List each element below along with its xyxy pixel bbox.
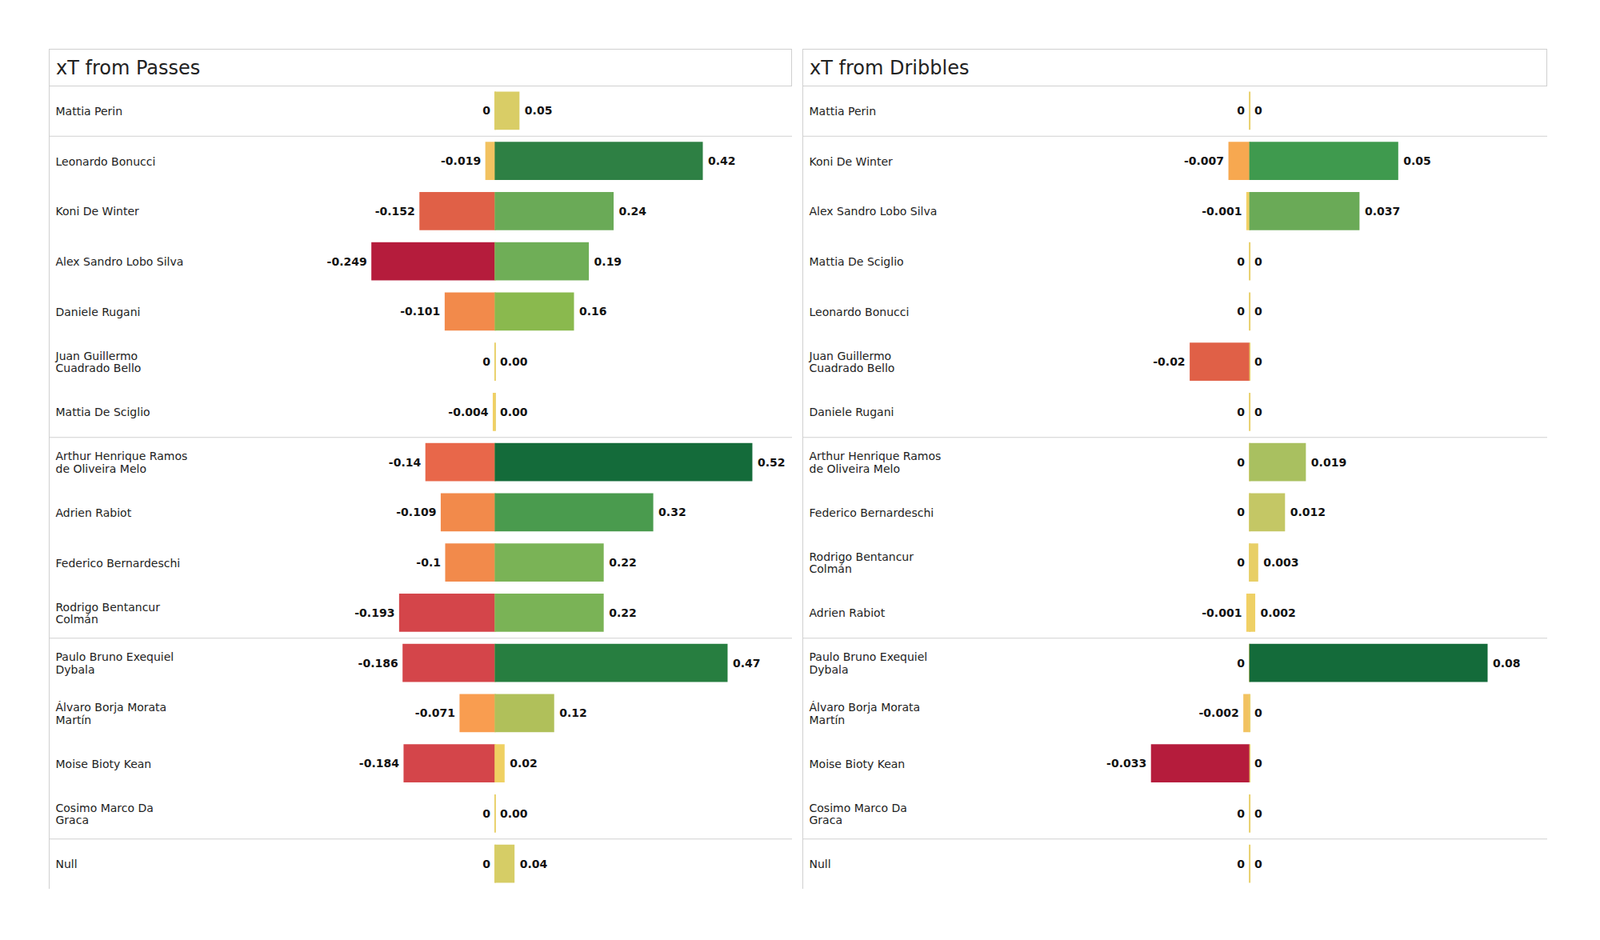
svg-text:-0.186: -0.186 (358, 656, 399, 670)
svg-text:Leonardo Bonucci: Leonardo Bonucci (56, 155, 156, 168)
svg-text:Koni De Winter: Koni De Winter (809, 155, 894, 168)
svg-text:Moise Bioty Kean: Moise Bioty Kean (809, 757, 906, 771)
svg-text:Rodrigo BentancurColmán: Rodrigo BentancurColmán (809, 550, 915, 576)
svg-text:Paulo Bruno ExequielDybala: Paulo Bruno ExequielDybala (56, 650, 175, 676)
svg-text:0.012: 0.012 (1290, 505, 1326, 519)
svg-text:Moise Bioty Kean: Moise Bioty Kean (56, 757, 152, 771)
svg-text:-0.193: -0.193 (354, 606, 395, 620)
svg-text:0.00: 0.00 (500, 355, 528, 368)
svg-text:0.47: 0.47 (732, 656, 761, 670)
svg-text:0.52: 0.52 (757, 456, 786, 469)
svg-text:0.00: 0.00 (500, 405, 528, 419)
svg-text:-0.14: -0.14 (388, 456, 422, 469)
html-text:xT from Passes: xT from Passes (56, 56, 201, 80)
svg-text:0: 0 (1236, 405, 1245, 419)
svg-text:-0.007: -0.007 (1184, 154, 1224, 168)
svg-text:0.22: 0.22 (608, 606, 637, 620)
svg-text:0.04: 0.04 (520, 857, 548, 871)
svg-text:Daniele Rugani: Daniele Rugani (56, 305, 141, 319)
svg-text:0.05: 0.05 (524, 104, 553, 117)
svg-text:0: 0 (1236, 255, 1245, 268)
svg-text:Koni De Winter: Koni De Winter (56, 204, 140, 218)
svg-text:Adrien Rabiot: Adrien Rabiot (809, 606, 886, 620)
svg-text:0: 0 (1254, 405, 1263, 419)
svg-text:0.16: 0.16 (579, 304, 608, 318)
svg-text:0: 0 (1236, 456, 1245, 469)
svg-text:-0.152: -0.152 (375, 204, 416, 218)
svg-text:Mattia Perin: Mattia Perin (56, 104, 124, 118)
svg-text:-0.02: -0.02 (1152, 355, 1185, 368)
svg-text:0.08: 0.08 (1492, 656, 1521, 670)
svg-text:Federico Bernardeschi: Federico Bernardeschi (809, 506, 935, 520)
svg-text:Alex Sandro Lobo Silva: Alex Sandro Lobo Silva (56, 255, 184, 268)
svg-text:0: 0 (1254, 104, 1263, 117)
svg-text:Cosimo Marco DaGraca: Cosimo Marco DaGraca (809, 801, 908, 827)
svg-text:-0.001: -0.001 (1201, 606, 1242, 620)
svg-text:0: 0 (1254, 706, 1263, 720)
svg-text:0: 0 (1254, 807, 1263, 820)
svg-text:Leonardo Bonucci: Leonardo Bonucci (809, 305, 910, 319)
svg-text:Rodrigo BentancurColmán: Rodrigo BentancurColmán (56, 600, 161, 626)
svg-text:0.19: 0.19 (594, 255, 623, 268)
svg-text:Arthur Henrique Ramosde Olivei: Arthur Henrique Ramosde Oliveira Melo (56, 449, 188, 475)
svg-text:0.05: 0.05 (1403, 154, 1432, 168)
svg-text:-0.101: -0.101 (400, 304, 440, 318)
svg-text:0: 0 (1254, 355, 1263, 368)
svg-text:Mattia De Sciglio: Mattia De Sciglio (56, 405, 151, 419)
svg-text:-0.004: -0.004 (448, 405, 488, 419)
svg-text:0.12: 0.12 (559, 706, 588, 720)
svg-text:-0.1: -0.1 (416, 556, 441, 569)
svg-text:Cosimo Marco DaGraca: Cosimo Marco DaGraca (56, 801, 154, 827)
svg-text:0: 0 (482, 807, 491, 820)
svg-text:0: 0 (1254, 756, 1263, 770)
svg-text:-0.033: -0.033 (1106, 756, 1147, 770)
svg-text:0.42: 0.42 (708, 154, 736, 168)
svg-text:Mattia Perin: Mattia Perin (809, 104, 877, 118)
svg-text:0: 0 (1254, 255, 1263, 268)
svg-text:Mattia De Sciglio: Mattia De Sciglio (809, 255, 904, 268)
svg-text:Null: Null (809, 857, 832, 871)
svg-text:Federico Bernardeschi: Federico Bernardeschi (56, 556, 181, 570)
svg-text:0.32: 0.32 (658, 505, 687, 519)
svg-text:Arthur Henrique Ramosde Olivei: Arthur Henrique Ramosde Oliveira Melo (809, 449, 942, 475)
svg-text:0: 0 (482, 104, 491, 117)
svg-text:-0.001: -0.001 (1201, 204, 1242, 218)
svg-text:0.02: 0.02 (509, 756, 538, 770)
svg-text:Paulo Bruno ExequielDybala: Paulo Bruno ExequielDybala (809, 650, 928, 676)
svg-text:0: 0 (482, 355, 491, 368)
svg-text:0: 0 (1236, 304, 1245, 318)
svg-text:0: 0 (1254, 857, 1263, 871)
svg-text:0.00: 0.00 (500, 807, 528, 820)
svg-text:-0.071: -0.071 (415, 706, 456, 720)
svg-text:0: 0 (1236, 556, 1245, 569)
svg-text:Daniele Rugani: Daniele Rugani (809, 405, 895, 419)
svg-text:0: 0 (1236, 505, 1245, 519)
svg-text:Álvaro Borja MorataMartín: Álvaro Borja MorataMartín (809, 700, 921, 726)
svg-text:-0.019: -0.019 (440, 154, 481, 168)
svg-text:Adrien Rabiot: Adrien Rabiot (56, 506, 132, 520)
svg-text:0.002: 0.002 (1260, 606, 1296, 620)
svg-text:-0.184: -0.184 (359, 756, 400, 770)
svg-text:0.22: 0.22 (608, 556, 637, 569)
svg-text:Null: Null (56, 857, 78, 871)
svg-text:0: 0 (1236, 807, 1245, 820)
svg-text:Juan GuillermoCuadrado Bello: Juan GuillermoCuadrado Bello (55, 349, 142, 375)
svg-text:0: 0 (1254, 304, 1263, 318)
svg-text:0: 0 (1236, 104, 1245, 117)
svg-text:Álvaro Borja MorataMartín: Álvaro Borja MorataMartín (56, 700, 168, 726)
svg-text:0: 0 (482, 857, 491, 871)
svg-text:-0.249: -0.249 (327, 255, 368, 268)
svg-text:0.003: 0.003 (1263, 556, 1299, 569)
svg-text:-0.002: -0.002 (1199, 706, 1240, 720)
svg-text:0: 0 (1236, 656, 1245, 670)
svg-text:0.037: 0.037 (1364, 204, 1400, 218)
html-text:xT from Dribbles: xT from Dribbles (809, 56, 970, 80)
svg-text:Alex Sandro Lobo Silva: Alex Sandro Lobo Silva (809, 204, 938, 218)
svg-text:0: 0 (1236, 857, 1245, 871)
svg-text:0.24: 0.24 (619, 204, 648, 218)
svg-text:-0.109: -0.109 (396, 505, 436, 519)
svg-text:0.019: 0.019 (1311, 456, 1347, 469)
svg-text:Juan GuillermoCuadrado Bello: Juan GuillermoCuadrado Bello (808, 349, 896, 375)
